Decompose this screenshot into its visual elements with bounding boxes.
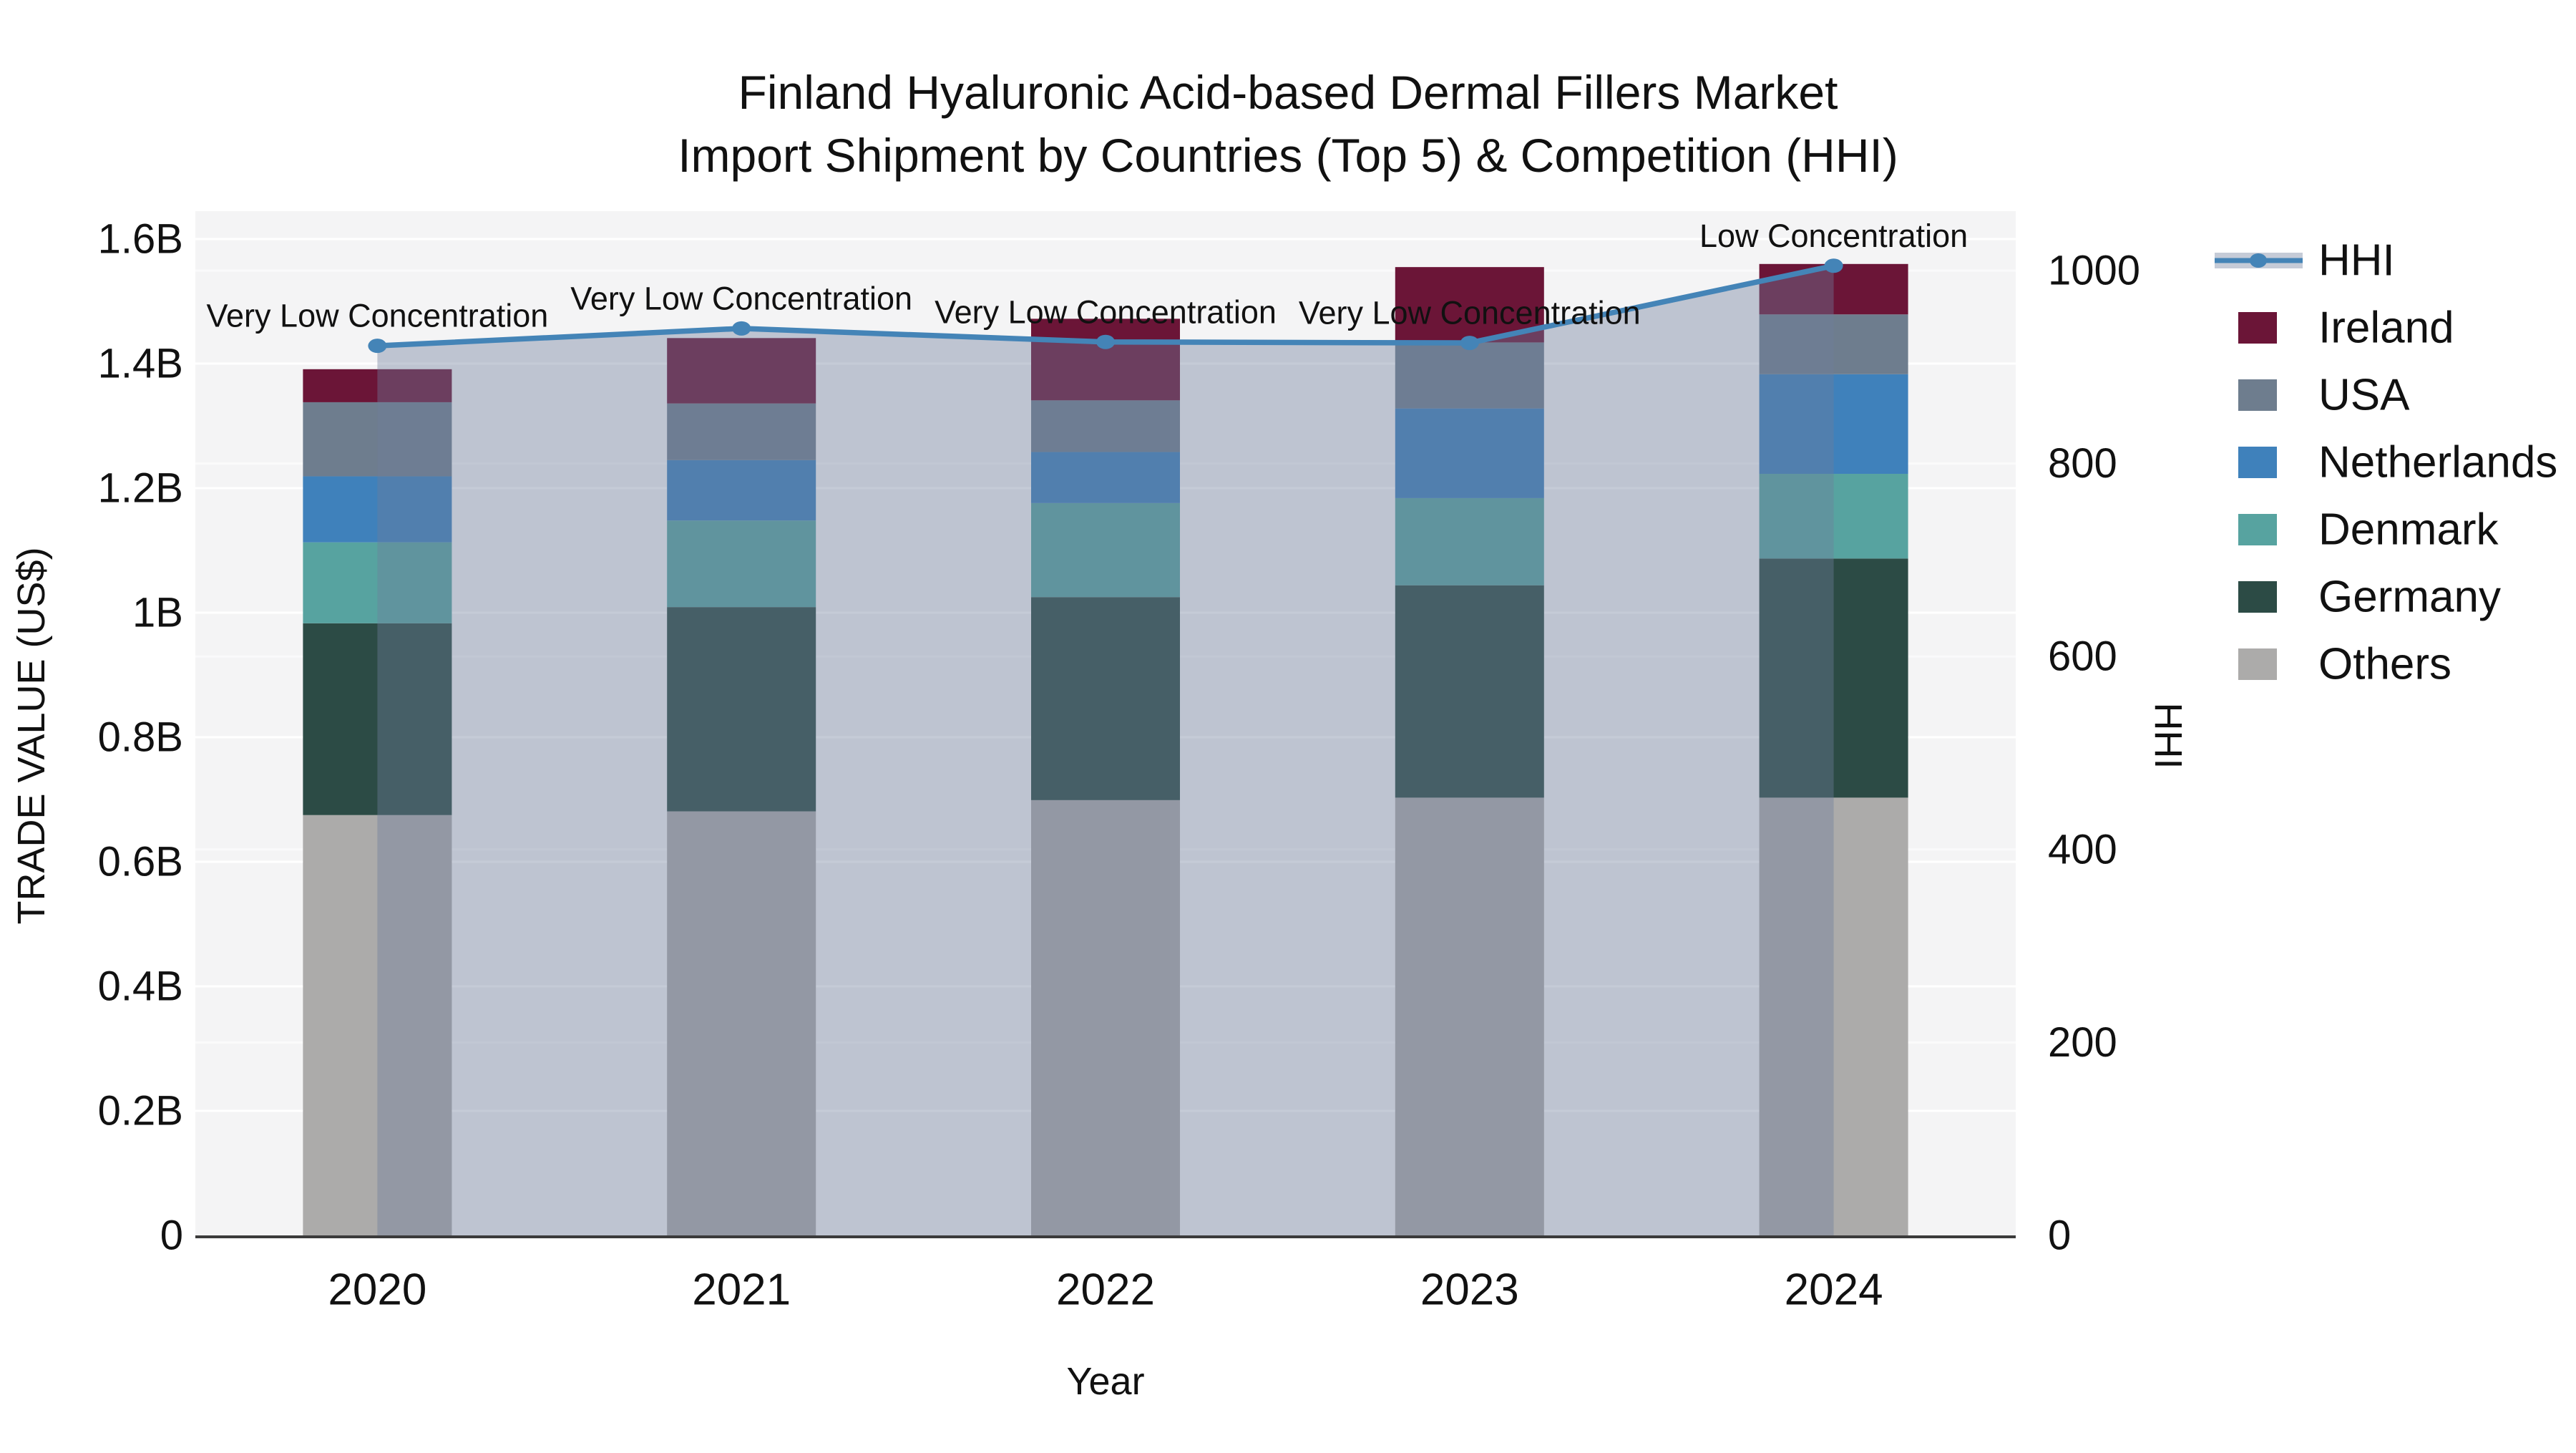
- bar-segment-ireland-2021: [667, 338, 816, 404]
- bar-segment-denmark-2023: [1395, 497, 1544, 585]
- legend-label-netherlands: Netherlands: [2318, 438, 2557, 487]
- y-tick-label-right: 400: [2048, 826, 2117, 873]
- legend-label-others: Others: [2318, 640, 2451, 689]
- hhi-area: [377, 266, 1834, 1235]
- y-tick-label-right: 600: [2048, 633, 2117, 680]
- y-tick-label-right: 1000: [2048, 248, 2140, 294]
- chart-title-line1: Finland Hyaluronic Acid-based Dermal Fil…: [738, 66, 1838, 119]
- legend-hhi-marker: [2250, 253, 2267, 268]
- annotation-2022: Very Low Concentration: [935, 293, 1277, 330]
- bar-segment-netherlands-2022: [1031, 452, 1180, 503]
- legend-swatch-denmark: [2238, 514, 2277, 545]
- bar-segment-usa-2020: [303, 402, 452, 477]
- bar-segment-germany-2024: [1759, 558, 1908, 798]
- y-tick-label-left: 1.6B: [98, 216, 183, 263]
- legend-item-others: Others: [2238, 640, 2451, 689]
- y-tick-label-left: 0.4B: [98, 963, 183, 1010]
- x-tick-label-2021: 2021: [692, 1265, 791, 1315]
- bar-segment-ireland-2020: [303, 369, 452, 402]
- x-tick-label-2022: 2022: [1056, 1265, 1155, 1315]
- y-tick-label-left: 1.2B: [98, 465, 183, 512]
- chart-title-line2: Import Shipment by Countries (Top 5) & C…: [678, 129, 1898, 182]
- legend-item-germany: Germany: [2238, 573, 2501, 622]
- legend-label-ireland: Ireland: [2318, 303, 2454, 353]
- y-axis-title-right: HHI: [2147, 703, 2190, 769]
- annotation-2021: Very Low Concentration: [570, 280, 912, 316]
- bar-segment-denmark-2022: [1031, 502, 1180, 598]
- y-tick-label-left: 1.4B: [98, 341, 183, 387]
- hhi-marker-2023: [1460, 336, 1479, 351]
- bar-segment-denmark-2021: [667, 520, 816, 608]
- bar-segment-others-2023: [1395, 797, 1544, 1235]
- bar-segment-germany-2021: [667, 607, 816, 812]
- legend-swatch-germany: [2238, 581, 2277, 613]
- legend-item-netherlands: Netherlands: [2238, 438, 2557, 487]
- legend-label-usa: USA: [2318, 371, 2410, 420]
- legend-swatch-others: [2238, 648, 2277, 680]
- x-tick-label-2023: 2023: [1420, 1265, 1519, 1315]
- bar-segment-germany-2023: [1395, 585, 1544, 798]
- hhi-marker-2021: [732, 321, 751, 336]
- legend-item-denmark: Denmark: [2238, 505, 2499, 555]
- legend-label-germany: Germany: [2318, 573, 2501, 622]
- y-tick-label-right: 200: [2048, 1019, 2117, 1066]
- bar-segment-others-2021: [667, 811, 816, 1235]
- bar-segment-others-2020: [303, 815, 452, 1235]
- chart-legend: HHI Ireland USA Netherlands Denmark Germany Ot…: [2215, 236, 2557, 689]
- y-axis-title-left: TRADE VALUE (US$): [10, 547, 53, 924]
- x-tick-label-2024: 2024: [1785, 1265, 1883, 1315]
- bar-segment-netherlands-2021: [667, 460, 816, 521]
- bar-segment-germany-2020: [303, 623, 452, 815]
- hhi-marker-2024: [1824, 258, 1843, 273]
- y-tick-label-left: 1B: [132, 590, 183, 636]
- legend-label-hhi: HHI: [2318, 236, 2395, 286]
- hhi-marker-2020: [368, 339, 387, 354]
- annotation-2020: Very Low Concentration: [207, 298, 549, 334]
- y-tick-label-right: 800: [2048, 440, 2117, 487]
- bar-segment-netherlands-2020: [303, 476, 452, 543]
- plot-area: Very Low Concentration Very Low Concentra…: [98, 211, 2140, 1315]
- y-tick-label-left: 0: [160, 1213, 183, 1259]
- bar-segment-usa-2023: [1395, 342, 1544, 409]
- y-tick-label-left: 0.8B: [98, 714, 183, 761]
- annotation-2023: Very Low Concentration: [1299, 295, 1641, 331]
- bar-segment-netherlands-2023: [1395, 408, 1544, 498]
- legend-label-denmark: Denmark: [2318, 505, 2499, 555]
- bar-segment-ireland-2022: [1031, 319, 1180, 401]
- bar-segment-usa-2022: [1031, 400, 1180, 452]
- bar-segment-others-2022: [1031, 800, 1180, 1235]
- bar-segment-netherlands-2024: [1759, 374, 1908, 474]
- bar-segment-usa-2024: [1759, 314, 1908, 374]
- x-axis-title: Year: [1066, 1360, 1144, 1403]
- legend-item-usa: USA: [2238, 371, 2410, 420]
- annotation-2024: Low Concentration: [1699, 218, 1968, 254]
- y-tick-label-left: 0.2B: [98, 1088, 183, 1134]
- y-tick-label-right: 0: [2048, 1213, 2071, 1259]
- hhi-marker-2022: [1096, 334, 1115, 349]
- legend-swatch-usa: [2238, 379, 2277, 411]
- bar-segment-usa-2021: [667, 403, 816, 460]
- legend-item-ireland: Ireland: [2238, 303, 2454, 353]
- bar-segment-denmark-2020: [303, 542, 452, 623]
- legend-swatch-netherlands: [2238, 447, 2277, 478]
- bar-segment-others-2024: [1759, 797, 1908, 1235]
- legend-swatch-ireland: [2238, 312, 2277, 344]
- bar-segment-germany-2022: [1031, 597, 1180, 800]
- legend-item-hhi: HHI: [2215, 236, 2395, 286]
- y-tick-label-left: 0.6B: [98, 839, 183, 885]
- bar-segment-denmark-2024: [1759, 473, 1908, 559]
- x-tick-label-2020: 2020: [328, 1265, 426, 1315]
